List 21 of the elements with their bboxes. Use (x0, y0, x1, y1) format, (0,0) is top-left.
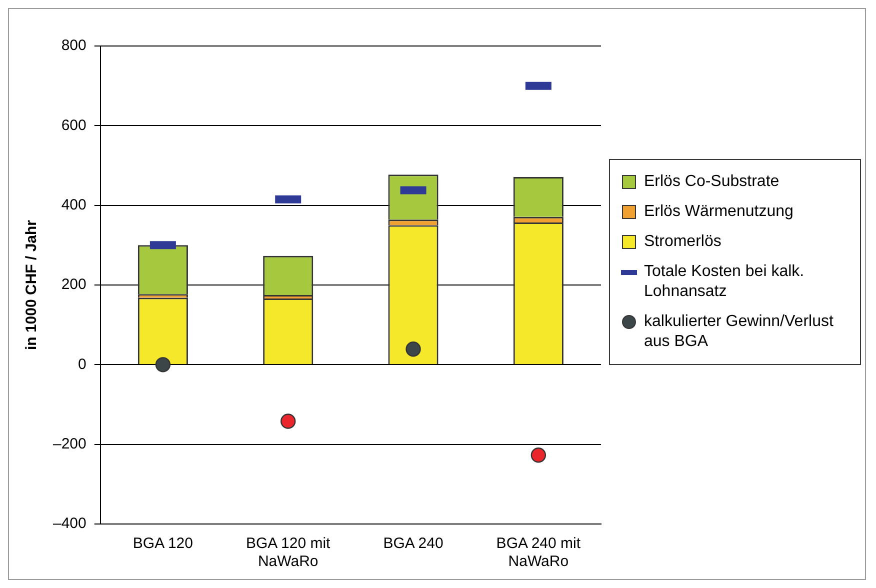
y-tick-label: –400 (52, 515, 86, 532)
legend-label: Totale Kosten bei kalk. Lohnansatz (644, 262, 806, 302)
point (280, 414, 296, 429)
x-tick-label: BGA 240 mit NaWaRo (496, 535, 582, 570)
legend-label: kalkulierter Gewinn/Verlust aus BGA (644, 312, 834, 352)
point (155, 357, 171, 372)
x-tick-label: BGA 120 (132, 535, 193, 552)
y-axis-title: in 1000 CHF / Jahr (23, 220, 40, 350)
y-tick-label: 200 (61, 276, 86, 294)
legend-label: Stromerlös (644, 232, 722, 252)
x-tick-label: BGA 120 mit NaWaRo (246, 535, 332, 570)
y-tick-label: 600 (61, 116, 86, 134)
x-tick-label: BGA 240 (383, 535, 444, 552)
point (530, 447, 546, 463)
y-tick-label: 400 (61, 196, 86, 214)
point (406, 342, 421, 357)
y-tick-label: –200 (52, 435, 86, 452)
y-tick-label: 0 (78, 356, 86, 373)
legend-label: Erlös Co-Substrate (644, 172, 780, 192)
legend-label: Erlös Wärmenutzung (644, 202, 794, 222)
y-tick-label: 800 (61, 37, 86, 54)
